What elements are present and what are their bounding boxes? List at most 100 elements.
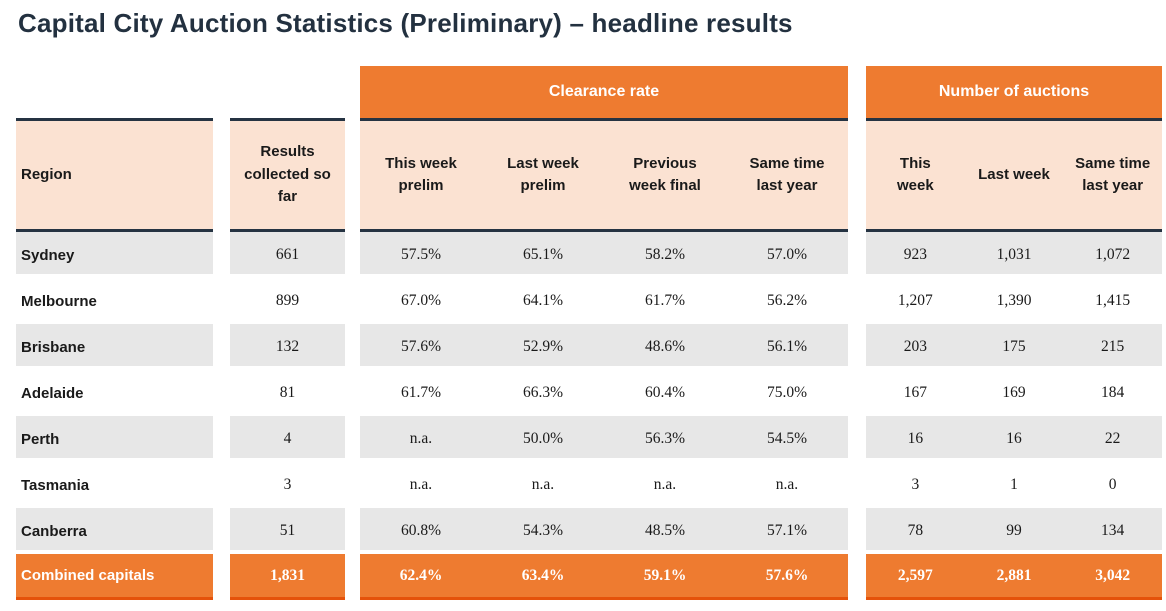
region-subheader-row: Region — [16, 118, 213, 232]
clearance-rate-cell: 57.6% — [400, 338, 442, 355]
clearance-rate-cell: 57.1% — [766, 522, 808, 539]
auction-count-cell: 1,031 — [996, 246, 1032, 263]
table-row: 923 1,031 1,072 — [866, 232, 1162, 278]
auction-count-cell: 22 — [1104, 430, 1121, 447]
auction-count-cell: 215 — [1101, 338, 1125, 355]
results-column-block: Results collected so far 661 899 132 81 4 3 51… — [230, 66, 345, 600]
clearance-rate-cell: 52.9% — [522, 338, 564, 355]
clearance-rate-cell: 57.5% — [400, 246, 442, 263]
auction-count-cell: 3 — [911, 476, 920, 493]
region-cell: Tasmania — [21, 476, 90, 494]
table-row: 78 99 134 — [866, 508, 1162, 554]
clearance-rate-cell: 64.1% — [522, 292, 564, 309]
clearance-rate-cell: 61.7% — [644, 292, 686, 309]
auction-count-cell: 16 — [907, 430, 924, 447]
table-row: 203 175 215 — [866, 324, 1162, 370]
auction-count-cell: 169 — [1002, 384, 1026, 401]
clearance-rate-cell: 54.3% — [522, 522, 564, 539]
clearance-rows: 57.5% 65.1% 58.2% 57.0% 67.0% 64.1% 61.7% 56.2%… — [360, 232, 848, 600]
clearance-rate-cell: 58.2% — [644, 246, 686, 263]
results-collected-cell: 132 — [275, 338, 300, 355]
auction-count-cell: 167 — [903, 384, 927, 401]
auction-statistics-table: Region Sydney Melbourne Brisbane Adelaide Pe… — [16, 66, 1162, 600]
clearance-rate-cell: 57.0% — [766, 246, 808, 263]
region-cell: Adelaide — [21, 384, 84, 402]
clearance-rate-cell: 66.3% — [522, 384, 564, 401]
table-row-total: 62.4% 63.4% 59.1% 57.6% — [360, 554, 848, 600]
clearance-rate-block: Clearance rate This week prelim Last wee… — [360, 66, 848, 600]
column-header-this-week-prelim: This week prelim — [385, 154, 457, 195]
table-row: n.a. n.a. n.a. n.a. — [360, 462, 848, 508]
clearance-rate-cell: 60.4% — [644, 384, 686, 401]
auction-count-cell: 2,881 — [996, 566, 1032, 584]
table-row: Brisbane — [16, 324, 213, 370]
auctions-subheader-row: This week Last week Same time last year — [866, 118, 1162, 232]
clearance-rate-cell: 63.4% — [521, 566, 565, 584]
auctions-rows: 923 1,031 1,072 1,207 1,390 1,415 203 175 215 167… — [866, 232, 1162, 600]
table-row: 1,207 1,390 1,415 — [866, 278, 1162, 324]
clearance-rate-cell: n.a. — [775, 476, 799, 493]
region-column-block: Region Sydney Melbourne Brisbane Adelaide Pe… — [16, 66, 213, 600]
results-collected-cell: 3 — [283, 476, 292, 493]
auction-count-cell: 99 — [1006, 522, 1022, 539]
results-collected-cell: 4 — [283, 430, 292, 447]
table-row: Tasmania — [16, 462, 213, 508]
clearance-rate-cell: 61.7% — [400, 384, 442, 401]
table-row: 3 — [230, 462, 345, 508]
table-row: 661 — [230, 232, 345, 278]
table-row: Melbourne — [16, 278, 213, 324]
results-collected-cell: 51 — [279, 522, 296, 539]
auction-count-cell: 3,042 — [1095, 566, 1131, 584]
table-row: Sydney — [16, 232, 213, 278]
column-header-this-week-auctions: This week — [896, 154, 934, 195]
clearance-rate-cell: n.a. — [409, 476, 433, 493]
clearance-rate-cell: 67.0% — [400, 292, 442, 309]
table-row: 61.7% 66.3% 60.4% 75.0% — [360, 370, 848, 416]
region-cell: Melbourne — [21, 292, 97, 310]
clearance-rate-cell: 75.0% — [766, 384, 808, 401]
auction-count-cell: 203 — [903, 338, 927, 355]
clearance-rate-cell: 48.6% — [644, 338, 686, 355]
table-row: 132 — [230, 324, 345, 370]
results-collected-cell: 899 — [275, 292, 300, 309]
table-row: 167 169 184 — [866, 370, 1162, 416]
table-row: 57.5% 65.1% 58.2% 57.0% — [360, 232, 848, 278]
table-row: 3 1 0 — [866, 462, 1162, 508]
results-collected-cell: 81 — [279, 384, 296, 401]
clearance-rate-cell: 57.6% — [765, 566, 809, 584]
region-cell: Perth — [21, 430, 60, 448]
clearance-rate-cell: 60.8% — [400, 522, 442, 539]
table-row-total: Combined capitals — [16, 554, 213, 600]
auction-count-cell: 0 — [1108, 476, 1117, 493]
column-header-same-time-last-year-auctions: Same time last year — [1075, 154, 1151, 195]
column-header-previous-week-final: Previous week final — [629, 154, 701, 195]
clearance-rate-cell: n.a. — [409, 430, 433, 447]
auction-count-cell: 1,415 — [1095, 292, 1131, 309]
results-rows: 661 899 132 81 4 3 51 1,831 — [230, 232, 345, 600]
table-row: n.a. 50.0% 56.3% 54.5% — [360, 416, 848, 462]
table-row: 81 — [230, 370, 345, 416]
table-row: 51 — [230, 508, 345, 554]
clearance-rate-cell: 65.1% — [522, 246, 564, 263]
table-row: Canberra — [16, 508, 213, 554]
table-row: 899 — [230, 278, 345, 324]
clearance-subheader-row: This week prelim Last week prelim Previo… — [360, 118, 848, 232]
clearance-rate-cell: 50.0% — [522, 430, 564, 447]
region-group-spacer — [16, 66, 213, 118]
region-rows: Sydney Melbourne Brisbane Adelaide Perth Tasm… — [16, 232, 213, 600]
auction-count-cell: 1,207 — [897, 292, 933, 309]
auction-count-cell: 78 — [907, 522, 924, 539]
auction-count-cell: 1,390 — [996, 292, 1032, 309]
table-row: Adelaide — [16, 370, 213, 416]
auction-count-cell: 184 — [1101, 384, 1125, 401]
table-row: 67.0% 64.1% 61.7% 56.2% — [360, 278, 848, 324]
clearance-rate-cell: 59.1% — [643, 566, 687, 584]
results-collected-cell: 661 — [275, 246, 300, 263]
region-cell: Brisbane — [21, 338, 86, 356]
clearance-rate-cell: 56.3% — [644, 430, 686, 447]
page-title: Capital City Auction Statistics (Prelimi… — [18, 8, 793, 38]
region-cell: Sydney — [21, 246, 75, 264]
auction-count-cell: 1,072 — [1095, 246, 1131, 263]
clearance-rate-cell: 54.5% — [766, 430, 808, 447]
